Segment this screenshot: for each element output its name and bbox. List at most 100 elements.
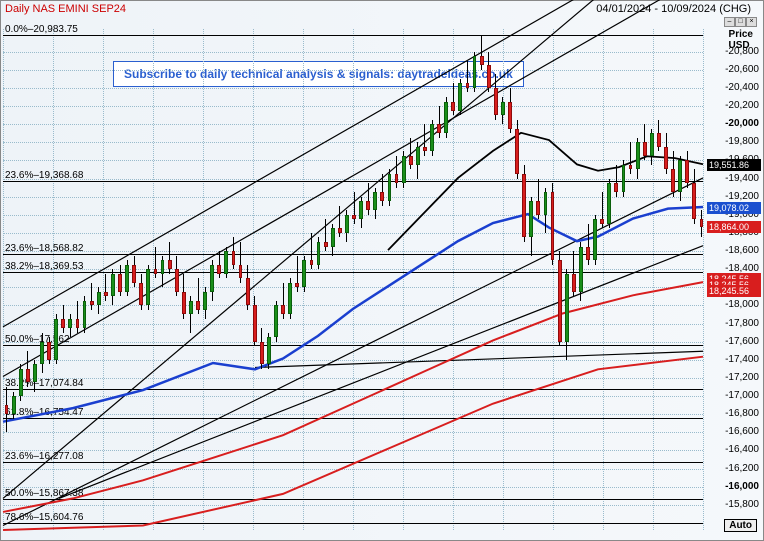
candle-body [671,169,675,192]
candle-body [54,319,58,360]
candle-body [47,342,51,360]
candle-body [572,274,576,292]
candle-body [402,156,406,183]
candle-body [600,219,604,224]
candle-body [310,260,314,265]
candle-body [388,174,392,201]
auto-button[interactable]: Auto [724,519,757,532]
candle-body [494,88,498,115]
candle-body [331,228,335,246]
y-tick-label: -20,200 [707,100,759,111]
candle-body [430,124,434,151]
candle-body [175,269,179,292]
y-tick-label: -18,000 [707,299,759,310]
close-icon[interactable]: × [746,17,757,27]
candle-body [210,265,214,292]
candle-body [111,274,115,297]
candle-body [281,305,285,314]
price-flag: 19,551.86 [707,159,761,171]
candle-body [317,242,321,265]
candle-body [501,102,505,116]
candle-body [203,292,207,310]
candle-body [544,192,548,215]
chart-title: Daily NAS EMINI SEP24 [5,3,126,15]
candle-body [586,247,590,261]
candle-body [246,278,250,305]
candle-body [33,364,37,382]
y-tick-label: -17,800 [707,318,759,329]
candle-body [536,201,540,215]
maximize-icon[interactable]: □ [735,17,746,27]
candle-body [146,269,150,305]
y-tick-label: -16,200 [707,463,759,474]
candle-body [373,192,377,210]
candle-body [132,265,136,283]
candle-body [444,102,448,134]
candle-body [529,201,533,237]
plot-area[interactable]: Price USD Subscribe to daily technical a… [3,29,703,530]
candle-body [480,56,484,65]
grid-v [703,29,704,530]
candle-body [40,342,44,365]
candle-body [700,219,704,227]
candle-body [352,215,356,220]
candle-body [232,251,236,265]
candle-body [692,183,696,219]
candle-body [451,102,455,111]
candle-body [359,201,363,219]
y-tick-label: -16,800 [707,408,759,419]
candle-body [345,215,349,233]
candle-body [508,102,512,129]
candle-body [515,129,519,174]
y-tick-label: -16,400 [707,444,759,455]
candle-body [685,160,689,183]
candle-wick [91,283,92,310]
candle-body [636,142,640,169]
y-tick-label: -19,200 [707,191,759,202]
y-tick-label: -20,600 [707,64,759,75]
candle-body [161,260,165,274]
candle-body [189,301,193,315]
candlesticks [3,29,703,530]
candle-body [196,301,200,310]
candle-body [551,192,555,260]
price-flag: 18,245.56 [707,285,761,297]
candle-body [168,260,172,269]
y-tick-label: -16,000 [707,481,759,492]
minimize-icon[interactable]: – [724,17,735,27]
candle-body [324,242,328,247]
candle-body [395,174,399,183]
candle-body [267,337,271,364]
chart-container: Daily NAS EMINI SEP24 04/01/2024 - 10/09… [0,0,764,541]
y-tick-label: -17,200 [707,372,759,383]
candle-body [83,301,87,328]
candle-body [423,147,427,152]
candle-body [118,274,122,292]
candle-body [614,183,618,192]
candle-body [593,219,597,260]
candle-body [274,305,278,337]
candle-body [522,174,526,237]
y-tick-label: -16,600 [707,426,759,437]
candle-body [61,319,65,328]
candle-body [76,319,80,328]
price-flag: 19,078.02 [707,202,761,214]
candle-body [437,124,441,133]
candle-body [239,265,243,279]
candle-body [224,251,228,274]
candle-body [295,283,299,288]
candle-body [487,65,491,88]
candle-body [19,369,23,396]
candle-body [139,283,143,306]
candle-body [302,260,306,287]
candle-body [217,265,221,274]
candle-body [260,342,264,365]
y-tick-label: -18,600 [707,245,759,256]
candle-body [26,369,30,383]
candle-body [466,83,470,88]
candle-body [97,292,101,306]
candle-body [678,160,682,192]
price-flag: 18,864.00 [707,221,761,233]
candle-body [579,247,583,292]
y-tick-label: -20,400 [707,82,759,93]
